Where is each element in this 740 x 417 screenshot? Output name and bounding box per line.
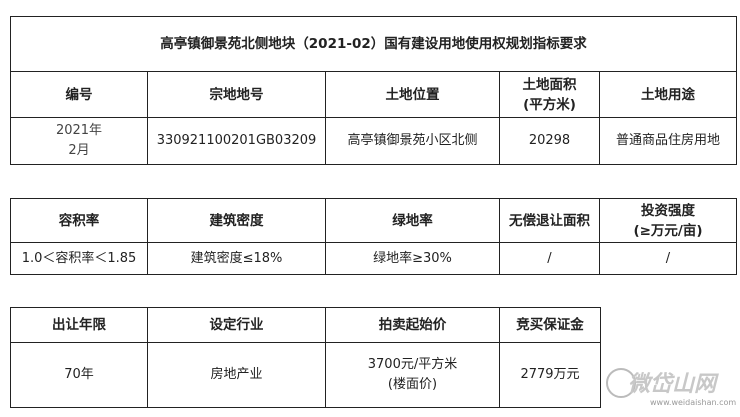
cell-term: 70年 <box>10 342 148 408</box>
cell-setback: / <box>499 242 600 275</box>
header-parcel-no: 宗地地号 <box>147 71 326 118</box>
cell-deposit: 2779万元 <box>499 342 601 408</box>
cell-density: 建筑密度≤18% <box>147 242 326 275</box>
header-industry: 设定行业 <box>147 307 326 343</box>
table-title: 高亭镇御景苑北侧地块（2021-02）国有建设用地使用权规划指标要求 <box>9 16 738 72</box>
cell-industry: 房地产业 <box>147 342 326 408</box>
header-id: 编号 <box>10 71 148 118</box>
watermark-name: 微岱山网 <box>628 372 717 397</box>
header-area: 土地面积 (平方米) <box>499 71 600 118</box>
header-green: 绿地率 <box>325 198 500 243</box>
cell-usage: 普通商品住房用地 <box>598 117 738 165</box>
cell-id: 2021年 2月 <box>10 117 148 165</box>
header-setback: 无偿退让面积 <box>499 198 600 243</box>
logo-circle-icon <box>606 368 636 398</box>
header-investment: 投资强度 (≥万元/亩) <box>599 198 737 243</box>
cell-area: 20298 <box>499 117 600 165</box>
watermark-url: www.weidaishan.com <box>650 398 737 407</box>
header-location: 土地位置 <box>325 71 500 118</box>
cell-location: 高亭镇御景苑小区北侧 <box>325 117 500 165</box>
header-deposit: 竞买保证金 <box>499 307 601 343</box>
header-start-price: 拍卖起始价 <box>325 307 500 343</box>
indicator-table: 容积率 建筑密度 绿地率 无偿退让面积 投资强度 (≥万元/亩) 1.0＜容积率… <box>10 198 737 275</box>
cell-far: 1.0＜容积率＜1.85 <box>10 242 148 275</box>
watermark-logo: 微岱山网 www.weidaishan.com <box>598 360 738 415</box>
cell-parcel-no: 330921100201GB03209 <box>147 117 326 165</box>
header-usage: 土地用途 <box>598 71 738 118</box>
planning-table: 高亭镇御景苑北侧地块（2021-02）国有建设用地使用权规划指标要求 编号 宗地… <box>9 16 738 165</box>
auction-table: 出让年限 设定行业 拍卖起始价 竞买保证金 70年 房地产业 3700元/平方米… <box>10 307 601 408</box>
header-density: 建筑密度 <box>147 198 326 243</box>
cell-green: 绿地率≥30% <box>325 242 500 275</box>
cell-investment: / <box>599 242 737 275</box>
header-far: 容积率 <box>10 198 148 243</box>
header-term: 出让年限 <box>10 307 148 343</box>
cell-start-price: 3700元/平方米 (楼面价) <box>325 342 500 408</box>
